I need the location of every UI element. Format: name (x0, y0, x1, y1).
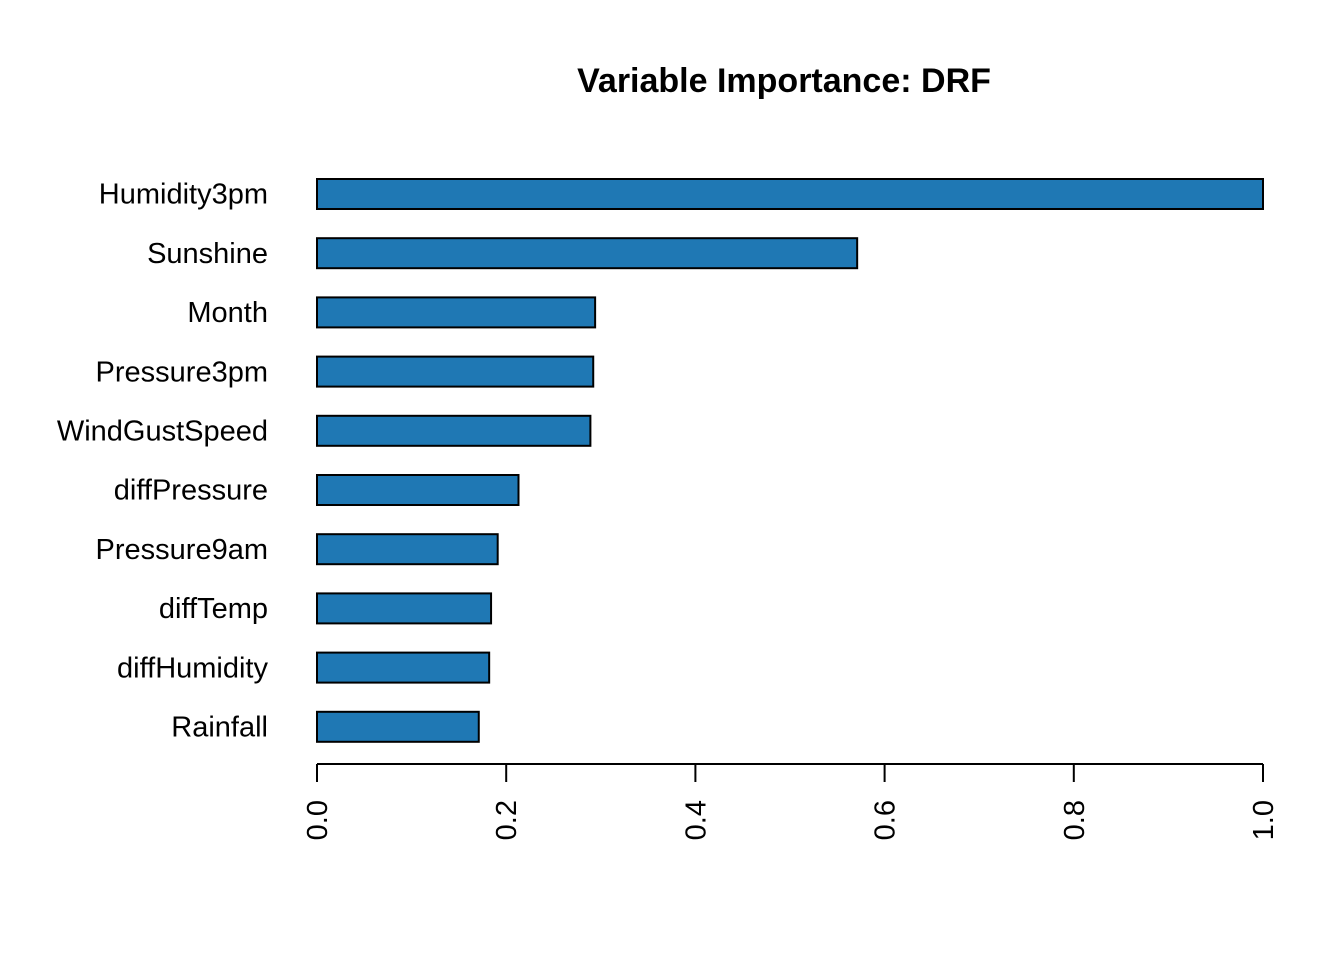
category-label: diffPressure (114, 475, 268, 507)
category-label: Humidity3pm (99, 179, 268, 211)
category-label: Pressure9am (96, 534, 268, 566)
bar-Pressure9am (316, 533, 499, 566)
category-label: Sunshine (147, 238, 268, 270)
bar-Humidity3pm (316, 178, 1264, 210)
bar-diffHumidity (316, 651, 491, 684)
bar-Month (316, 296, 597, 329)
bar-diffPressure (316, 474, 520, 506)
category-label: Month (187, 297, 268, 329)
x-axis: 0.0 0.2 0.4 0.6 0.8 1.0 (302, 763, 1280, 840)
x-tick-label: 0.2 (491, 800, 523, 840)
x-tick-label: 0.6 (870, 800, 902, 840)
x-tick-label: 1.0 (1248, 800, 1280, 840)
bar-Sunshine (316, 237, 859, 270)
bar-diffTemp (316, 592, 493, 625)
category-labels: Humidity3pm Sunshine Month Pressure3pm WindG… (57, 179, 269, 744)
x-tick-label: 0.8 (1059, 800, 1091, 840)
category-label: Pressure3pm (96, 356, 268, 388)
category-label: WindGustSpeed (57, 415, 268, 447)
bar-group (316, 178, 1264, 743)
bar-Rainfall (316, 710, 480, 743)
x-tick-label: 0.0 (302, 800, 334, 840)
category-label: Rainfall (171, 711, 268, 743)
category-label: diffHumidity (117, 652, 268, 684)
bar-WindGustSpeed (316, 414, 592, 447)
chart-title: Variable Importance: DRF (577, 62, 991, 100)
bar-Pressure3pm (316, 355, 595, 388)
category-label: diffTemp (159, 593, 268, 625)
x-tick-label: 0.4 (680, 800, 712, 840)
